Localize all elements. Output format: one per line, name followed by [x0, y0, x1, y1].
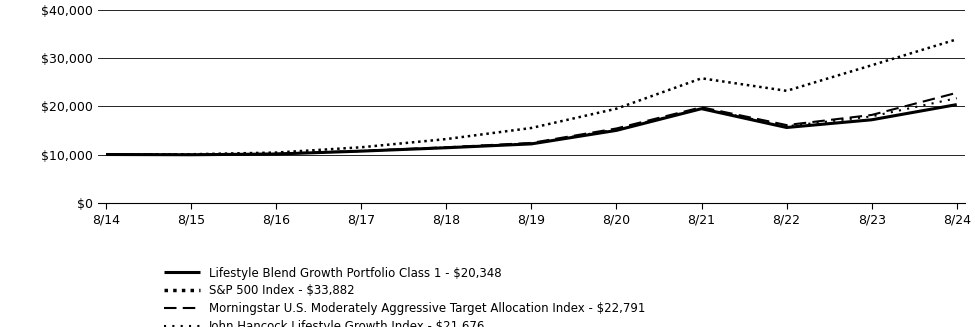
Legend: Lifestyle Blend Growth Portfolio Class 1 - $20,348, S&P 500 Index - $33,882, Mor: Lifestyle Blend Growth Portfolio Class 1… [164, 267, 645, 327]
